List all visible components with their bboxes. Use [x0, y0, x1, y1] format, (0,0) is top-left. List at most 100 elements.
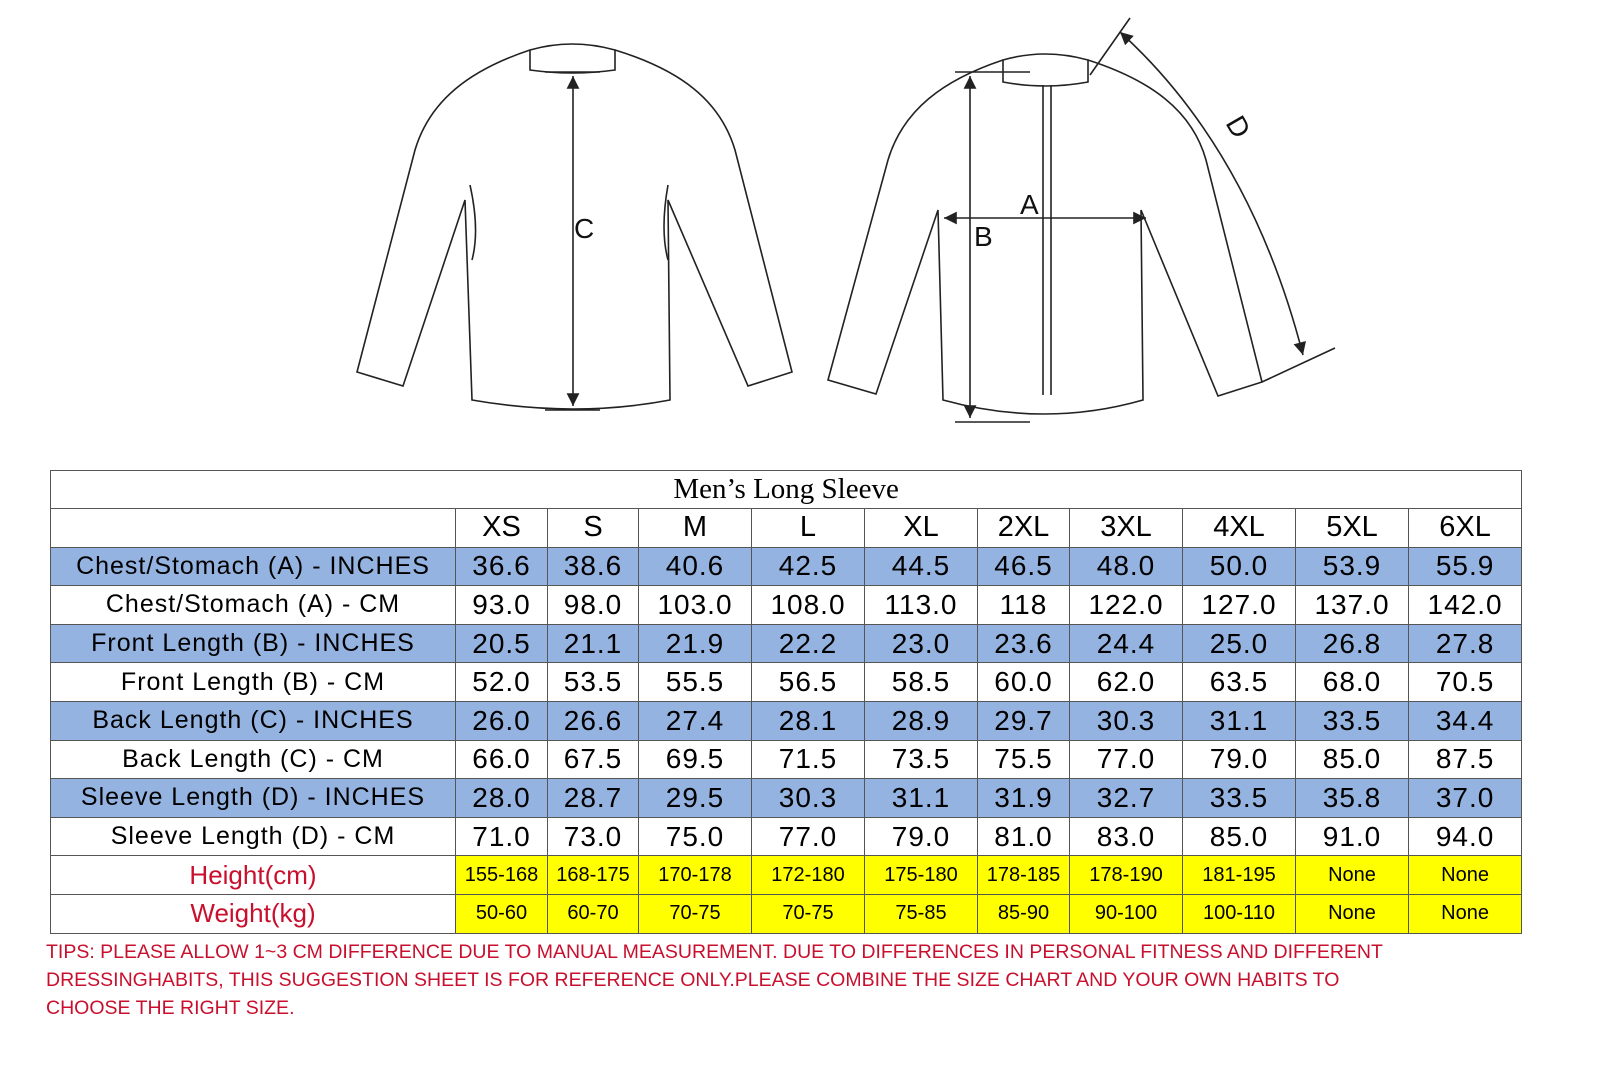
value-cell: None [1407, 855, 1523, 895]
row-label: Sleeve Length (D) - INCHES [50, 778, 456, 818]
size-header: S [547, 508, 639, 548]
value-cell: 175-180 [864, 855, 978, 895]
value-cell: None [1295, 855, 1409, 895]
value-cell: 31.9 [977, 778, 1070, 818]
value-cell: 77.0 [1069, 739, 1183, 780]
value-cell: 71.0 [455, 816, 548, 857]
value-cell: 25.0 [1182, 623, 1296, 664]
value-cell: 83.0 [1069, 816, 1183, 857]
row-label: Front Length (B) - CM [50, 662, 456, 702]
value-cell: 73.0 [547, 816, 639, 857]
value-cell: 33.5 [1182, 778, 1296, 818]
value-cell: 94.0 [1407, 816, 1523, 857]
value-cell: 53.5 [547, 662, 639, 702]
size-header: XS [455, 508, 548, 548]
value-cell: 31.1 [864, 778, 978, 818]
tip-line: TIPS: PLEASE ALLOW 1~3 CM DIFFERENCE DUE… [46, 941, 1383, 963]
value-cell: 91.0 [1295, 816, 1409, 857]
value-cell: 24.4 [1069, 623, 1183, 664]
size-row: Height(cm) 155-168 168-175 170-178 172-180 17… [50, 855, 1523, 895]
value-cell: 46.5 [977, 546, 1070, 587]
value-cell: 68.0 [1295, 662, 1409, 702]
value-cell: 33.5 [1295, 700, 1409, 741]
value-cell: 63.5 [1182, 662, 1296, 702]
size-row: Sleeve Length (D) - INCHES 28.0 28.7 29.5 30… [50, 778, 1523, 818]
value-cell: 28.0 [455, 778, 548, 818]
row-label: Chest/Stomach (A) - CM [50, 585, 456, 625]
value-cell: 29.7 [977, 700, 1070, 741]
value-cell: 79.0 [864, 816, 978, 857]
value-cell: 75-85 [864, 893, 978, 934]
value-cell: 170-178 [638, 855, 752, 895]
size-header: 2XL [977, 508, 1070, 548]
row-label: Sleeve Length (D) - CM [50, 816, 456, 857]
size-header: 3XL [1069, 508, 1183, 548]
value-cell: 58.5 [864, 662, 978, 702]
value-cell: 85.0 [1182, 816, 1296, 857]
row-label: Height(cm) [50, 855, 456, 895]
header-row: XS S M L XL 2XL 3XL 4XL 5XL 6XL [50, 508, 1523, 548]
size-row: Back Length (C) - INCHES 26.0 26.6 27.4 28.1… [50, 700, 1523, 741]
value-cell: 75.5 [977, 739, 1070, 780]
value-cell: 36.6 [455, 546, 548, 587]
value-cell: 108.0 [751, 585, 865, 625]
value-cell: 70.5 [1407, 662, 1523, 702]
value-cell: 29.5 [638, 778, 752, 818]
corner-cell [50, 508, 456, 548]
value-cell: 70-75 [638, 893, 752, 934]
size-header: M [638, 508, 752, 548]
value-cell: 60-70 [547, 893, 639, 934]
size-row: Back Length (C) - CM 66.0 67.5 69.5 71.5 73.5… [50, 739, 1523, 780]
value-cell: 90-100 [1069, 893, 1183, 934]
value-cell: 181-195 [1182, 855, 1296, 895]
value-cell: 20.5 [455, 623, 548, 664]
value-cell: 71.5 [751, 739, 865, 780]
front-jacket [827, 17, 1336, 423]
value-cell: 85-90 [977, 893, 1070, 934]
value-cell: 69.5 [638, 739, 752, 780]
size-row: Chest/Stomach (A) - INCHES 36.6 38.6 40.6 42… [50, 546, 1523, 587]
value-cell: 27.4 [638, 700, 752, 741]
value-cell: 28.7 [547, 778, 639, 818]
value-cell: 93.0 [455, 585, 548, 625]
value-cell: 118 [977, 585, 1070, 625]
value-cell: None [1407, 893, 1523, 934]
value-cell: 23.0 [864, 623, 978, 664]
value-cell: 50-60 [455, 893, 548, 934]
table-title: Men’s Long Sleeve [49, 470, 1523, 509]
value-cell: 34.4 [1407, 700, 1523, 741]
size-header: 6XL [1407, 508, 1523, 548]
size-row: Front Length (B) - CM 52.0 53.5 55.5 56.5 58.… [50, 662, 1523, 702]
value-cell: 70-75 [751, 893, 865, 934]
value-cell: 53.9 [1295, 546, 1409, 587]
label-b: B [974, 221, 993, 252]
value-cell: 62.0 [1069, 662, 1183, 702]
size-header: L [751, 508, 865, 548]
row-label: Chest/Stomach (A) - INCHES [50, 546, 456, 587]
tips: TIPS: PLEASE ALLOW 1~3 CM DIFFERENCE DUE… [46, 938, 1383, 1022]
row-label: Back Length (C) - CM [50, 739, 456, 780]
size-header: XL [864, 508, 978, 548]
value-cell: 98.0 [547, 585, 639, 625]
row-label: Weight(kg) [50, 893, 456, 934]
value-cell: 22.2 [751, 623, 865, 664]
value-cell: 26.0 [455, 700, 548, 741]
value-cell: 168-175 [547, 855, 639, 895]
value-cell: 26.8 [1295, 623, 1409, 664]
value-cell: 77.0 [751, 816, 865, 857]
value-cell: 48.0 [1069, 546, 1183, 587]
size-header: 4XL [1182, 508, 1296, 548]
size-row: Chest/Stomach (A) - CM 93.0 98.0 103.0 108.0… [50, 585, 1523, 625]
jacket-diagram: C A B D [356, 17, 1336, 423]
value-cell: 87.5 [1407, 739, 1523, 780]
value-cell: 38.6 [547, 546, 639, 587]
tip-line: DRESSINGHABITS, THIS SUGGESTION SHEET IS… [46, 969, 1340, 991]
value-cell: 23.6 [977, 623, 1070, 664]
value-cell: 40.6 [638, 546, 752, 587]
value-cell: 30.3 [751, 778, 865, 818]
value-cell: 26.6 [547, 700, 639, 741]
value-cell: 122.0 [1069, 585, 1183, 625]
row-label: Back Length (C) - INCHES [50, 700, 456, 741]
value-cell: 103.0 [638, 585, 752, 625]
